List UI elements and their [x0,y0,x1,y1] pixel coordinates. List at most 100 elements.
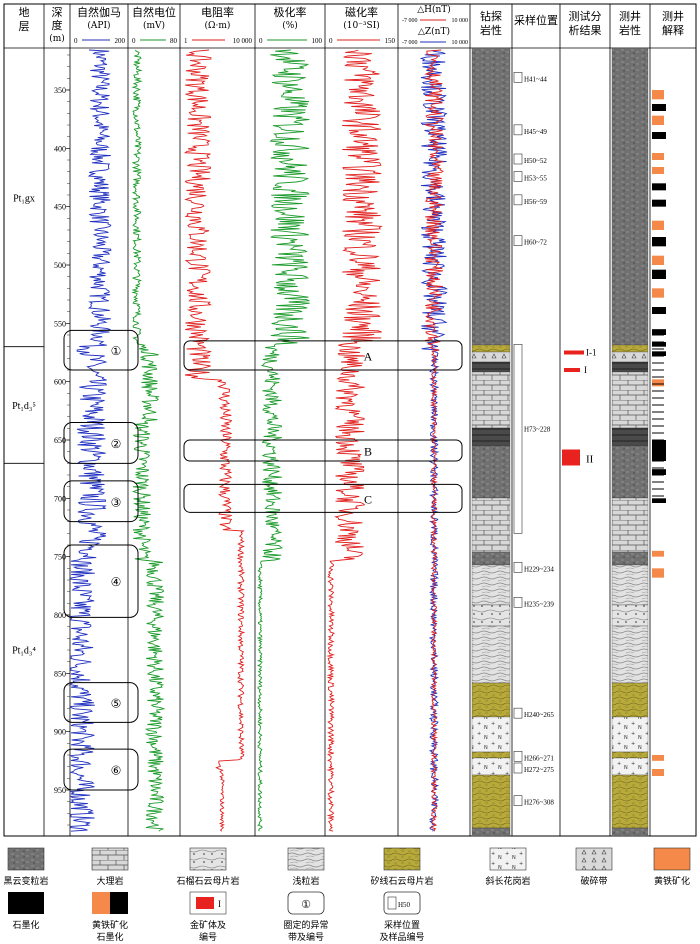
gamma-unit: (API) [87,20,110,31]
polarizability-scale-min: 0 [259,37,263,45]
depth-tick-label: 550 [54,319,66,328]
dh-scale-min: -7 000 [402,18,418,24]
log-lith-band [611,716,649,753]
anomaly-band [63,748,139,791]
drill-lith-band [471,497,511,553]
sample-marker [513,235,523,246]
legend-sample-symbol: H50 [398,901,411,909]
sample-label: H45~49 [524,128,547,136]
legend-label: 圈定的异常 [283,919,328,931]
drill-lith-band [471,774,511,829]
dz-scale-min: -7 000 [402,40,418,46]
legend-band-symbol: ① [301,899,311,911]
sample-label: H272~275 [524,766,554,774]
legend-label: 编号 [199,931,217,943]
log-interp-header: 测井 [662,9,684,23]
depth-tick-label: 350 [54,86,66,95]
drill-lith-band [471,351,511,363]
drill-lith-band [471,827,511,837]
log-lith-band [611,564,649,606]
legend-swatch-leptite [287,847,325,871]
legend-label: 黄铁矿化 [654,875,690,887]
polarizability-title: 极化率 [274,5,307,19]
legend-label: 黑云变粒岩 [3,875,48,887]
legend-label: 石榴石云母片岩 [176,875,239,887]
log-lith-band [611,551,649,566]
legend-swatch-band [287,891,325,915]
legend-sample-box [387,896,397,910]
ore-body [564,368,580,372]
stratum-label: Pt₁gx [13,193,35,204]
log-lith-band [611,604,649,627]
legend-label: 破碎带 [580,875,607,887]
susceptibility-scale-min: 0 [329,37,333,45]
resistivity-curve [183,49,246,832]
legend-swatch-pyrite-half [92,892,110,914]
depth-tick-label: 850 [54,669,66,678]
gamma-title: 自然伽马 [77,5,121,19]
legend-label: 矽线石云母片岩 [370,875,433,887]
depth-header: 度 [52,18,63,32]
anomaly-box [183,439,463,462]
depth-tick-label: 750 [54,553,66,562]
pyrite-mark [652,115,664,125]
anomaly-band-label: ⑥ [111,764,122,778]
drill-lith-band [471,716,511,753]
sample-label: H229~234 [524,565,554,573]
log-lith-band [611,827,649,837]
log-lith-band [611,682,649,718]
stratum-header: 地 [19,6,30,19]
sample-label: H73~228 [524,425,551,433]
sample-label: H266~271 [524,754,554,762]
legend-swatch-biotite [7,847,45,871]
log-lith-band [611,757,649,776]
sample-marker [513,562,523,573]
legend-label: 金矿体及 [190,919,226,931]
legend-swatch-ore [196,897,214,909]
anomaly-box-label: A [364,349,373,363]
depth-tick-label: 700 [54,494,66,503]
sample-marker [513,171,523,182]
log-lith-band [611,497,649,553]
graphite-mark [652,132,666,139]
drill-lith-band [471,751,511,759]
pyrite-mark [652,379,664,387]
sample-label: H53~55 [524,175,547,183]
sample-marker [513,597,523,608]
pyrite-mark [652,568,664,578]
legend-swatch-garnet [189,847,227,871]
pyrite-mark [652,167,664,174]
anomaly-box [183,340,463,371]
gamma-scale-max: 200 [115,37,126,45]
log-lith-band [611,344,649,353]
resistivity-title: 电阻率 [201,5,234,19]
susceptibility-scale-max: 150 [385,37,396,45]
stratum-label: Pt₁d₃⁵ [12,401,36,412]
anomaly-box [183,483,463,513]
ore-body [562,449,580,466]
legend-label: 采样位置 [384,919,420,931]
anomaly-band-label: ④ [111,575,122,589]
anomaly-band-label: ② [111,437,122,451]
resistivity-scale-max: 10 000 [233,37,253,45]
legend-swatch-graphite [8,892,44,914]
drill-lith-band [471,682,511,718]
sample-marker [513,751,523,762]
drill-lith-band [471,625,511,684]
sp-title: 自然电位 [132,5,176,19]
polarizability-curve [256,49,311,832]
graphite-mark [652,351,666,356]
pyrite-mark [652,755,664,761]
legend-label: 黄铁矿化 [92,919,128,931]
log-lith-band [611,751,649,759]
stratum-header: 层 [19,20,30,33]
dh-curve [424,49,444,832]
drill-lith-band [471,445,511,499]
depth-tick-label: 400 [54,144,66,153]
dh-title: △H(nT) [417,4,451,15]
sample-label: H240~265 [524,711,554,719]
test-result-header: 析结果 [569,23,602,37]
dh-scale-max: 10 000 [452,18,469,24]
sp-unit: (mV) [143,20,165,31]
